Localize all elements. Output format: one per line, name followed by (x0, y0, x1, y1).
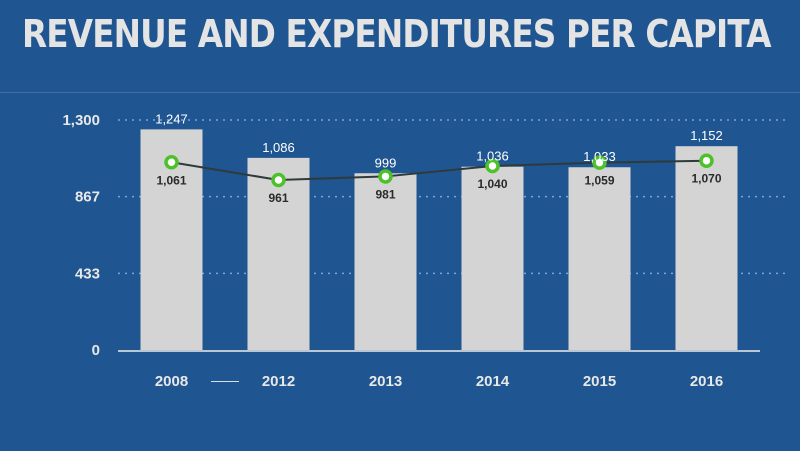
expenditure-marker (592, 155, 607, 170)
revenue-value-label: 1,086 (262, 140, 295, 155)
chart-title: REVENUE AND EXPENDITURES PER CAPITA (22, 12, 772, 56)
revenue-value-label: 1,033 (583, 149, 616, 164)
revenue-value-label: 1,247 (155, 111, 188, 126)
x-tick-label: 2008 (155, 373, 188, 390)
x-axis: 2008 2012 2013 2014 2015 2016 (155, 373, 723, 390)
revenue-bar (247, 157, 310, 350)
y-axis: 0 433 867 1,300 (62, 112, 100, 359)
y-tick-label: 867 (75, 189, 100, 206)
expenditure-marker (699, 153, 714, 168)
expenditure-value-label: 1,070 (691, 172, 721, 186)
x-tick-label: 2013 (369, 373, 402, 390)
expenditure-value-label: 1,061 (156, 173, 186, 187)
expenditure-value-label: 981 (375, 187, 395, 201)
revenue-bar (568, 167, 631, 350)
expenditure-value-label: 1,059 (584, 174, 614, 188)
expenditure-value-label: 961 (268, 191, 288, 205)
expenditure-line-path (171, 159, 707, 181)
axis-break-marker: —— (211, 372, 239, 388)
revenue-bar (675, 146, 738, 350)
expenditure-value-label: 1,040 (477, 177, 507, 191)
expenditure-line (164, 153, 714, 188)
revenue-bar (354, 173, 417, 350)
y-tick-label: 433 (75, 265, 100, 282)
x-tick-label: 2016 (690, 373, 723, 390)
x-tick-label: 2014 (476, 373, 510, 390)
x-tick-label: 2015 (583, 373, 616, 390)
revenue-value-label: 1,152 (690, 128, 723, 143)
revenue-value-label: 1,036 (476, 149, 509, 164)
expenditure-marker (271, 172, 286, 188)
expenditure-marker (485, 158, 500, 174)
y-tick-label: 1,300 (62, 112, 100, 129)
revenue-bar (461, 166, 524, 350)
data-labels: 1,247 1,086 999 1,036 1,033 1,152 1,061 961 981 1… (155, 111, 723, 205)
revenue-bars (140, 129, 738, 350)
y-tick-label: 0 (92, 342, 100, 359)
x-tick-label: 2012 (262, 373, 295, 390)
revenue-value-label: 999 (375, 155, 397, 170)
title-divider (0, 92, 800, 93)
expenditure-marker (164, 155, 179, 170)
expenditure-marker (378, 169, 393, 184)
